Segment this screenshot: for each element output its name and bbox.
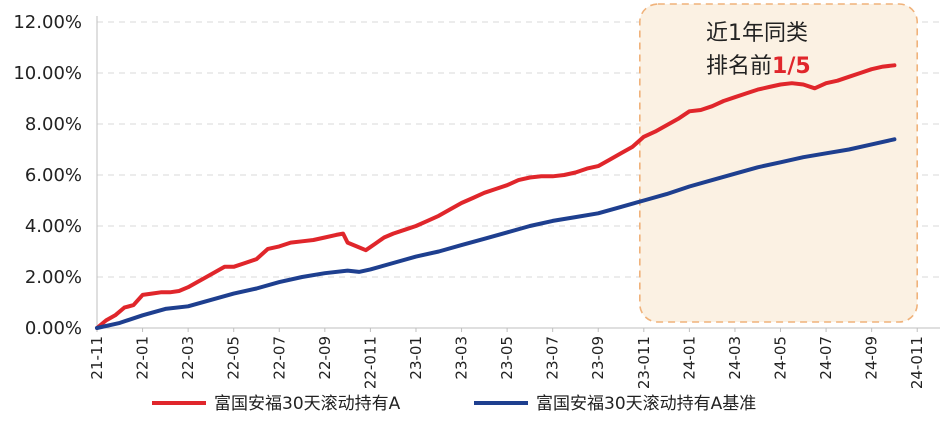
- y-tick-label: 10.00%: [13, 63, 82, 84]
- annotation-rank-prefix: 排名前: [706, 54, 772, 79]
- x-tick-label: 22-011: [361, 336, 379, 389]
- grid-lines: [97, 21, 940, 278]
- series-line-fund: [95, 63, 897, 330]
- series-lines: [95, 63, 897, 330]
- x-tick-label: 23-09: [589, 336, 607, 380]
- x-tick-label: 24-09: [863, 336, 881, 380]
- x-tick-label: 22-05: [225, 336, 243, 380]
- x-tick-label: 22-09: [316, 336, 334, 380]
- y-tick-label: 0.00%: [25, 318, 82, 339]
- legend-label: 富国安福30天滚动持有A: [214, 394, 401, 414]
- legend: 富国安福30天滚动持有A 富国安福30天滚动持有A基准: [152, 394, 756, 414]
- x-tick-label: 23-07: [544, 336, 562, 380]
- y-tick-label: 12.00%: [13, 12, 82, 33]
- axes: [96, 16, 940, 329]
- x-tick-label: 23-03: [453, 336, 471, 380]
- annotation-line1: 近1年同类: [706, 21, 808, 46]
- x-tick-label: 22-07: [270, 336, 288, 380]
- legend-label: 富国安福30天滚动持有A基准: [536, 394, 756, 414]
- x-tick-label: 23-05: [498, 336, 516, 380]
- x-tick-labels: 21-11 22-01 22-03 22-05 22-07 22-09 22-011 23-0…: [88, 328, 926, 389]
- x-tick-label: 22-01: [134, 336, 152, 380]
- series-line-benchmark: [95, 137, 897, 330]
- y-tick-label: 2.00%: [25, 267, 82, 288]
- x-tick-label: 23-011: [635, 336, 653, 389]
- x-tick-label: 24-011: [908, 336, 926, 389]
- x-tick-label: 22-03: [179, 336, 197, 380]
- y-tick-label: 8.00%: [25, 114, 82, 135]
- x-tick-label: 21-11: [88, 336, 106, 380]
- annotation-line2: 排名前1/5: [706, 54, 811, 79]
- y-tick-label: 4.00%: [25, 216, 82, 237]
- x-tick-label: 24-07: [817, 336, 835, 380]
- x-tick-label: 23-01: [407, 336, 425, 380]
- x-tick-label: 24-03: [726, 336, 744, 380]
- y-tick-labels: 0.00% 2.00% 4.00% 6.00% 8.00% 10.00% 12.00%: [13, 12, 82, 339]
- x-tick-label: 24-05: [772, 336, 790, 380]
- x-tick-label: 24-01: [680, 336, 698, 380]
- annotation-rank-value: 1/5: [772, 54, 811, 79]
- y-tick-label: 6.00%: [25, 165, 82, 186]
